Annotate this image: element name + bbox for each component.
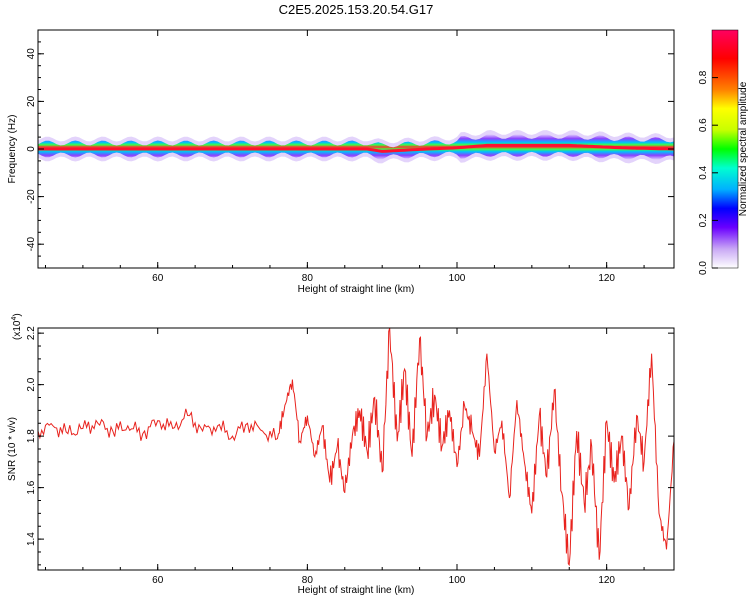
colorbar-tick-label: 0.2 <box>698 213 709 227</box>
spectrogram-band <box>38 134 674 160</box>
snr-ticks: 60 80 100 120 2.2 2.0 1.8 1.6 1.4 <box>26 326 674 586</box>
snr-y-tick-label: 1.4 <box>26 532 37 546</box>
snr-y-tick-label: 1.6 <box>26 480 37 494</box>
spectrogram-x-tick-label: 120 <box>598 273 615 284</box>
spectrogram-ridge <box>38 143 674 153</box>
snr-x-tick-label: 80 <box>302 575 314 586</box>
snr-series-line <box>38 328 674 567</box>
colorbar-ticks: 0.0 0.2 0.4 0.6 0.8 <box>698 70 718 275</box>
snr-y-tick-label: 2.2 <box>26 326 37 340</box>
snr-y-label: SNR (10 * v/v) <box>7 417 18 481</box>
spectrogram-x-label: Height of straight line (km) <box>298 284 415 295</box>
spectrogram-x-tick-label: 60 <box>152 273 164 284</box>
spectrogram-y-tick-label: 20 <box>26 95 37 107</box>
spectrogram-x-tick-label: 80 <box>302 273 314 284</box>
snr-x-tick-label: 60 <box>152 575 164 586</box>
spectrogram-y-tick-label: 0 <box>26 146 37 152</box>
spectrogram-plot-area <box>38 130 674 164</box>
spectrogram-x-tick-label: 100 <box>449 273 466 284</box>
spectrogram-y-label: Frequency (Hz) <box>7 115 18 184</box>
figure-title: C2E5.2025.153.20.54.G17 <box>279 2 434 17</box>
colorbar-tick-label: 0.6 <box>698 118 709 132</box>
colorbar-gradient <box>711 29 739 269</box>
snr-y-tick-label: 1.8 <box>26 429 37 443</box>
spectrogram-panel: 60 80 100 120 40 20 0 -20 -40 Height of straight… <box>7 29 675 295</box>
svg-text:(x104): (x104) <box>11 313 23 340</box>
colorbar-label: Normalized spectral amplitude <box>738 81 749 216</box>
spectrogram-y-tick-label: -40 <box>26 237 37 252</box>
snr-y-tick-label: 2.0 <box>26 377 37 391</box>
colorbar-tick-label: 0.8 <box>698 70 709 84</box>
colorbar-tick-label: 0.0 <box>698 261 709 275</box>
snr-y-scale-note: (x104) <box>11 313 23 340</box>
snr-x-tick-label: 100 <box>449 575 466 586</box>
snr-x-tick-label: 120 <box>598 575 615 586</box>
snr-panel: 60 80 100 120 2.2 2.0 1.8 1.6 1.4 Height of stra… <box>7 313 675 596</box>
colorbar-tick-label: 0.4 <box>698 165 709 179</box>
spectrogram-ticks: 60 80 100 120 40 20 0 -20 -40 <box>26 29 674 284</box>
spectrogram-y-tick-label: 40 <box>26 48 37 60</box>
colorbar: 0.0 0.2 0.4 0.6 0.8 Normalized spectral ampl… <box>698 29 749 275</box>
spectrogram-y-tick-label: -20 <box>26 189 37 204</box>
snr-x-label: Height of straight line (km) <box>298 585 415 596</box>
